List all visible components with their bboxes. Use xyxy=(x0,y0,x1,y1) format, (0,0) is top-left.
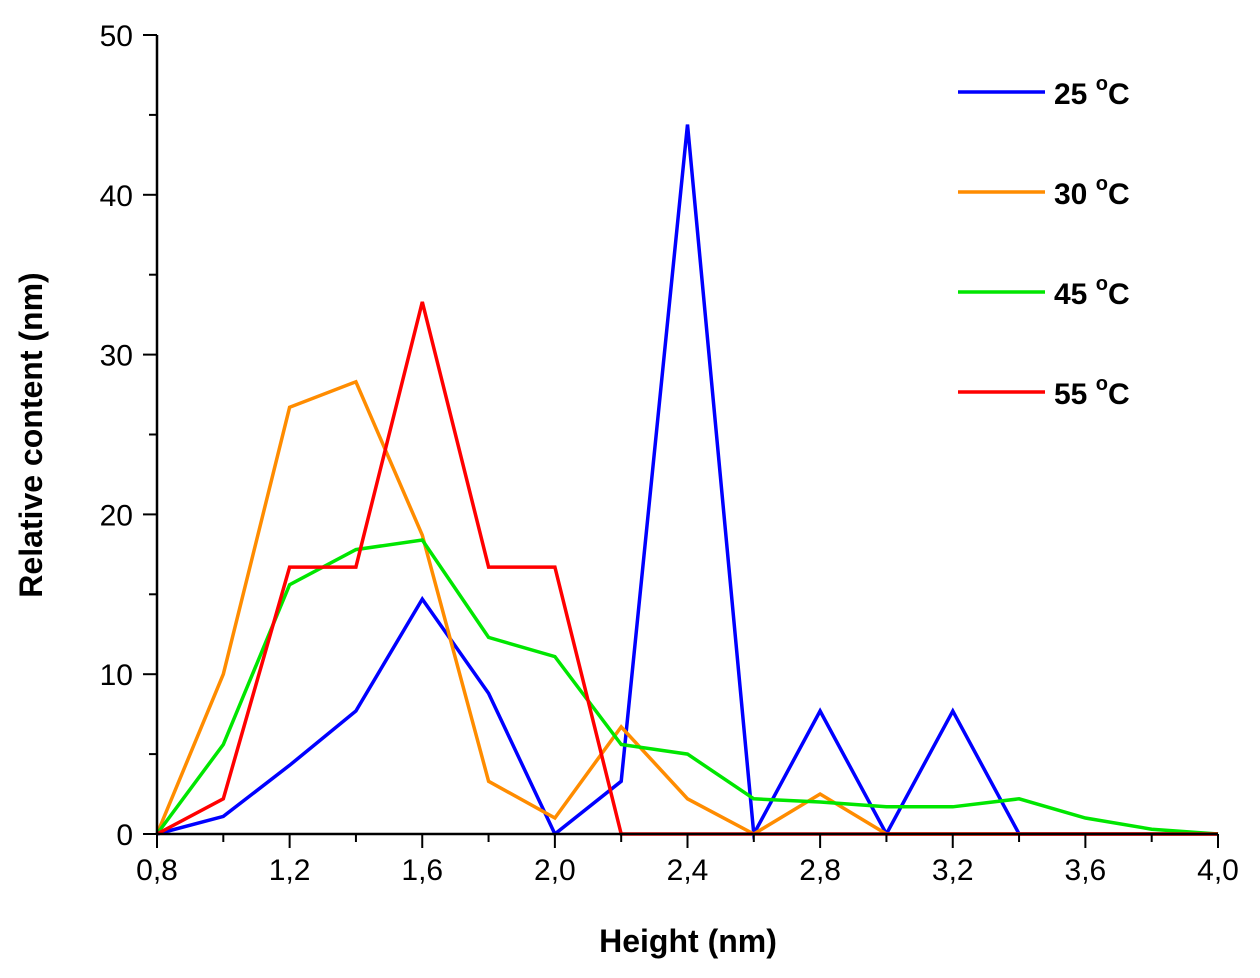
x-axis-title: Height (nm) xyxy=(599,923,777,959)
y-tick-label: 50 xyxy=(100,20,133,53)
y-tick-label: 20 xyxy=(100,499,133,532)
x-tick-label: 2,8 xyxy=(799,854,841,887)
series-line-1 xyxy=(156,124,1218,840)
x-tick-label: 3,2 xyxy=(932,854,974,887)
x-tick-label: 2,4 xyxy=(667,854,709,887)
legend-label-1: 25 oC xyxy=(1054,73,1130,111)
legend-label-4: 55 oC xyxy=(1054,373,1130,411)
series-line-2 xyxy=(155,379,1218,837)
y-tick-label: 40 xyxy=(100,180,133,213)
plot-lines xyxy=(155,124,1219,840)
y-tick-label: 10 xyxy=(100,659,133,692)
x-tick-label: 1,6 xyxy=(401,854,443,887)
x-tick-label: 3,6 xyxy=(1065,854,1107,887)
legend-label-3: 45 oC xyxy=(1054,273,1130,311)
legend-label-2: 30 oC xyxy=(1054,173,1130,211)
x-tick-label: 4,0 xyxy=(1197,854,1239,887)
y-tick-label: 30 xyxy=(100,340,133,373)
series-line-3 xyxy=(155,538,1219,836)
x-tick-label: 1,2 xyxy=(269,854,311,887)
x-tick-label: 0,8 xyxy=(136,854,178,887)
x-tick-label: 2,0 xyxy=(534,854,576,887)
y-tick-label: 0 xyxy=(116,819,133,852)
y-axis-title: Relative content (nm) xyxy=(13,272,49,597)
legend: 25 oC 30 oC 45 oC 55 oC xyxy=(958,73,1130,411)
axes: 0,8 1,2 1,6 2,0 2,4 2,8 3,2 3,6 4,0 0 10 20 30 40 50 xyxy=(100,20,1239,887)
